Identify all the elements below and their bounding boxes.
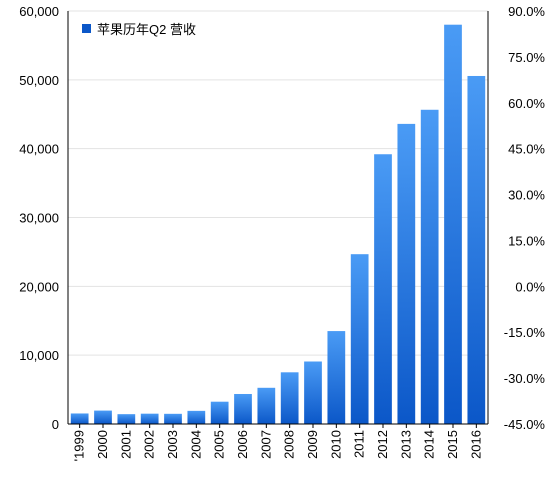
bar [467, 75, 486, 424]
bar [280, 372, 299, 424]
y-right-tick-label: 15.0% [508, 233, 545, 248]
bar [304, 361, 322, 424]
bar [164, 413, 182, 424]
y-left-tick-label: 30,000 [19, 211, 59, 226]
legend-swatch [82, 24, 91, 33]
y-left-tick-label: 0 [52, 417, 59, 432]
x-tick-label: 2008 [282, 430, 297, 459]
x-tick-label: 2002 [142, 430, 157, 459]
x-tick-label: 2011 [352, 430, 367, 458]
y-left-tick-label: 40,000 [19, 142, 59, 157]
x-tick-label: 2015 [445, 430, 460, 459]
x-tick-label: 2005 [212, 430, 227, 459]
x-tick-label: 2010 [328, 430, 343, 459]
x-tick-label: 2013 [398, 430, 413, 459]
y-right-tick-label: 75.0% [508, 50, 545, 65]
y-left-tick-label: 20,000 [19, 279, 59, 294]
x-tick-label: 2014 [422, 430, 437, 459]
legend-label: 苹果历年Q2 营收 [97, 22, 196, 37]
x-tick-label: 2004 [188, 430, 203, 459]
bar [374, 154, 392, 424]
x-tick-label: 2009 [305, 430, 320, 459]
bar [117, 414, 136, 424]
x-tick-label: 2006 [235, 430, 250, 459]
y-right-tick-label: 45.0% [508, 142, 545, 157]
y-right-tick-label: 30.0% [508, 188, 545, 203]
bar [140, 413, 159, 424]
y-left-tick-label: 10,000 [19, 348, 59, 363]
y-left-tick-label: 50,000 [19, 73, 59, 88]
x-tick-label: 2016 [468, 430, 483, 459]
x-tick-label: 2000 [95, 430, 110, 459]
x-tick-label: 2001 [118, 430, 133, 459]
x-tick-label: 2007 [258, 430, 273, 459]
y-right-tick-label: 0.0% [515, 279, 545, 294]
gridlines [68, 10, 488, 356]
bar [350, 254, 369, 424]
bar [444, 24, 462, 424]
x-tick-label: '1999 [72, 430, 87, 461]
bar [187, 410, 206, 424]
y-right-tick-label: -30.0% [504, 371, 546, 386]
bar [420, 109, 439, 425]
bar-series [70, 24, 486, 425]
y-left-tick-label: 60,000 [19, 4, 59, 19]
legend: 苹果历年Q2 营收 [82, 22, 196, 37]
bar [70, 413, 89, 424]
bar [257, 387, 276, 424]
bar [397, 123, 416, 425]
x-tick-label: 2012 [375, 430, 390, 459]
y-right-tick-label: 90.0% [508, 4, 545, 19]
y-right-tick-label: -15.0% [504, 325, 546, 340]
bar [234, 393, 252, 424]
bar [94, 410, 112, 424]
y-right-tick-label: 60.0% [508, 96, 545, 111]
axes: 0 10,000 20,000 30,000 40,000 50,000 60,000 -45… [19, 4, 545, 461]
x-tick-label: 2003 [165, 430, 180, 459]
bar [210, 401, 229, 424]
bar [327, 331, 346, 424]
y-right-tick-label: -45.0% [504, 417, 546, 432]
